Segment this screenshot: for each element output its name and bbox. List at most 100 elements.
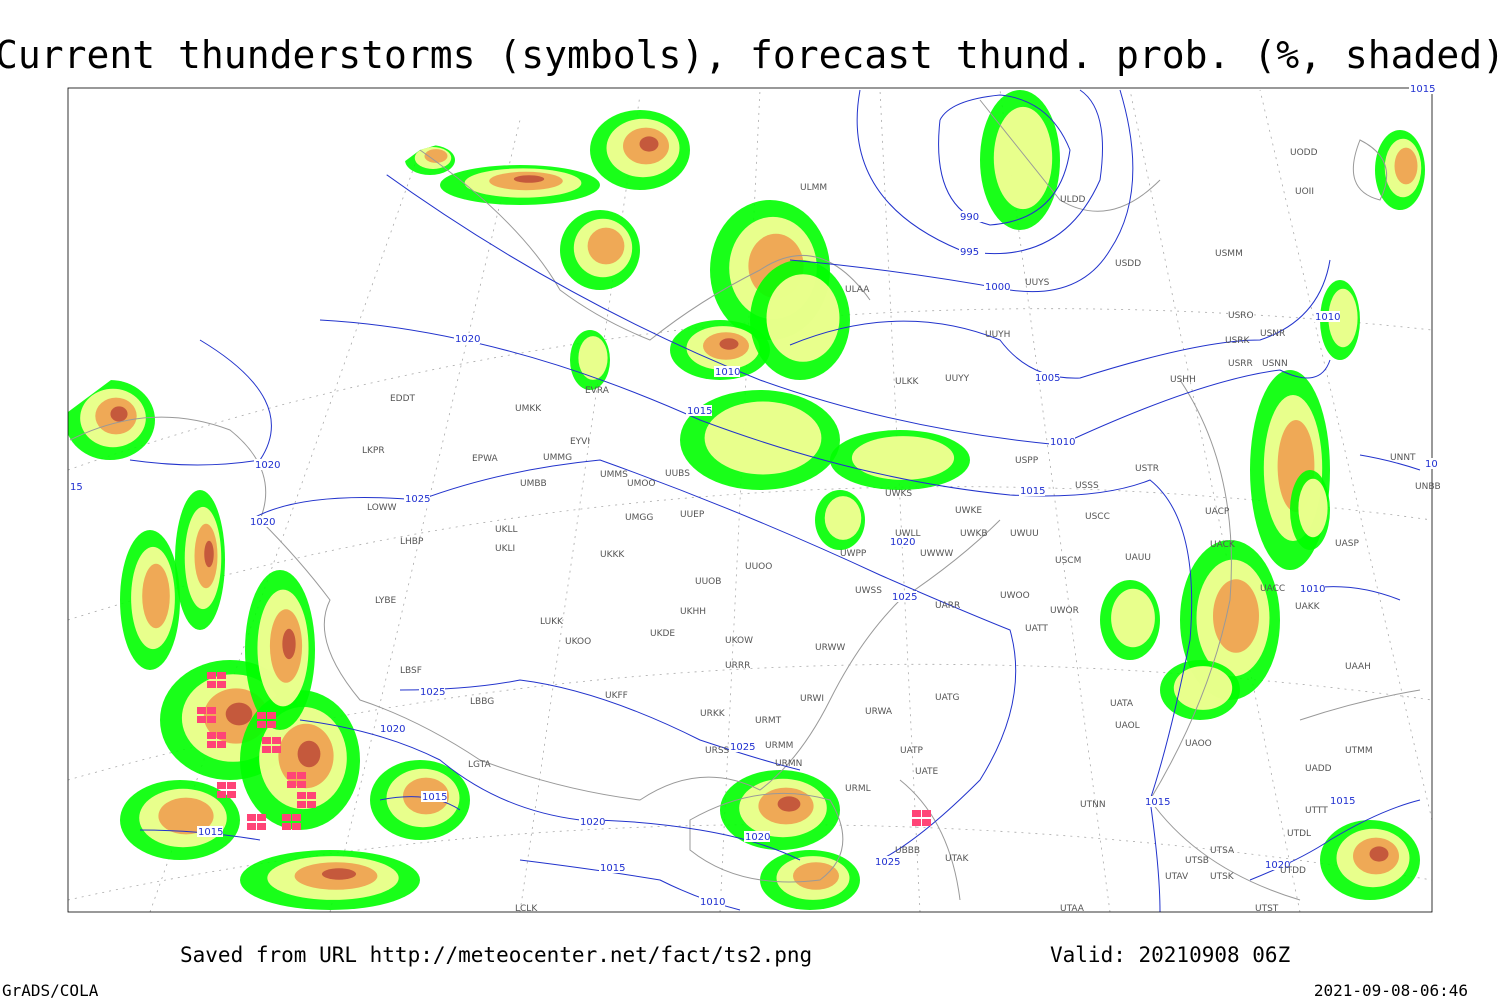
isobar-label: 995 [960, 247, 979, 258]
station-label: USMM [1215, 249, 1243, 259]
isobar-label-bg [1034, 372, 1060, 383]
station-label: UTTT [1305, 806, 1328, 816]
isobar-label: 1025 [405, 494, 430, 505]
station-label: URMM [765, 741, 793, 751]
station-label: USDD [1115, 259, 1141, 269]
thunderstorm-symbol [217, 782, 226, 789]
thunderstorm-symbol [287, 772, 296, 779]
station-label: ULAA [845, 285, 870, 295]
valid-time: Valid: 20210908 06Z [1050, 943, 1290, 967]
isobar-label: 1020 [1265, 860, 1290, 871]
station-label: LHBP [400, 537, 424, 547]
thunderstorm-symbols [197, 672, 931, 830]
isobar-label: 1025 [420, 687, 445, 698]
probability-shade [158, 797, 214, 835]
station-label: LCLK [515, 904, 538, 914]
isobar-label-bg [1264, 859, 1290, 870]
station-label: UWOR [1050, 606, 1079, 616]
station-label: UTDL [1287, 829, 1311, 839]
station-label: URMT [755, 716, 782, 726]
station-label: USTR [1135, 464, 1159, 474]
thunderstorm-symbol [217, 672, 226, 679]
thunderstorm-symbol [217, 791, 226, 798]
station-label: UTAA [1060, 904, 1085, 914]
station-label: UKOW [725, 636, 753, 646]
station-label: UUYS [1025, 278, 1050, 288]
station-label: UATE [915, 767, 939, 777]
station-label: UTST [1255, 904, 1279, 914]
shading [68, 90, 1425, 910]
isobar-label: 1020 [580, 817, 605, 828]
station-label: UOII [1295, 187, 1314, 197]
isobar-label-bg [379, 723, 405, 734]
isobar-label-bg [699, 896, 725, 907]
isobar-label-bg [1019, 485, 1045, 496]
station-label: UTSA [1210, 846, 1235, 856]
station-label: UAOL [1115, 721, 1140, 731]
station-label: URRR [725, 661, 750, 671]
isobar-label: 1015 [600, 863, 625, 874]
station-label: UMMG [543, 453, 572, 463]
station-label: UASP [1335, 539, 1359, 549]
station-label: URWI [800, 694, 824, 704]
isobar-label-bg [1299, 583, 1325, 594]
station-label: UUYY [945, 374, 970, 384]
station-label: UKLL [495, 525, 518, 535]
probability-shade [1394, 147, 1418, 185]
station-label: UATG [935, 693, 960, 703]
station-label: UTSB [1185, 856, 1209, 866]
station-label: UNNT [1390, 453, 1416, 463]
station-label: LUKK [540, 617, 564, 627]
thunderstorm-symbol [207, 707, 216, 714]
station-label: UTAK [945, 854, 970, 864]
thunderstorm-symbol [297, 781, 306, 788]
thunderstorm-symbol [297, 801, 306, 808]
thunderstorm-symbol [287, 781, 296, 788]
station-label: UUOO [745, 562, 772, 572]
station-label: UUOB [695, 577, 721, 587]
station-label: UTDD [1280, 866, 1306, 876]
thunderstorm-symbol [217, 741, 226, 748]
isobar-label-bg [874, 856, 900, 867]
station-label: UKDE [650, 629, 675, 639]
station-label: LYBE [375, 596, 396, 606]
station-label: LOWW [367, 503, 397, 513]
station-label: UWKB [960, 529, 988, 539]
thunderstorm-symbol [282, 823, 291, 830]
isobar-label-bg [599, 862, 625, 873]
thunderstorm-symbol [267, 712, 276, 719]
isobar-label-bg [959, 211, 985, 222]
isobar-label: 1020 [380, 724, 405, 735]
thunderstorm-symbol [247, 814, 256, 821]
station-label: UUEP [680, 510, 705, 520]
thunderstorm-symbol [292, 814, 301, 821]
thunderstorm-symbol [207, 741, 216, 748]
thunderstorm-symbol [297, 772, 306, 779]
station-label: UODD [1290, 148, 1318, 158]
probability-shade [1328, 288, 1358, 348]
station-label: UAUU [1125, 553, 1151, 563]
station-label: UAAH [1345, 662, 1371, 672]
station-label: EDDT [390, 394, 416, 404]
isobar-label: 10 [1425, 459, 1438, 470]
thunderstorm-symbol [262, 737, 271, 744]
probability-shade [513, 175, 545, 183]
probability-shade [993, 106, 1053, 210]
probability-shade [1213, 579, 1259, 653]
isobar-label: 1010 [1050, 437, 1075, 448]
isobar-label: 1010 [1315, 312, 1340, 323]
station-label: ULMM [800, 183, 827, 193]
thunderstorm-symbol [207, 732, 216, 739]
probability-shade [639, 136, 659, 152]
station-label: UWUU [1010, 529, 1039, 539]
thunderstorm-symbol [207, 672, 216, 679]
thunderstorm-symbol [292, 823, 301, 830]
isobar-label: 1015 [1020, 486, 1045, 497]
isobar-label-bg [254, 459, 280, 470]
thunderstorm-symbol [307, 801, 316, 808]
station-label: UTNN [1080, 800, 1106, 810]
station-label: UKHH [680, 607, 706, 617]
station-label: LGTA [468, 760, 491, 770]
graticule [68, 89, 1432, 912]
station-label: UMGG [625, 513, 653, 523]
